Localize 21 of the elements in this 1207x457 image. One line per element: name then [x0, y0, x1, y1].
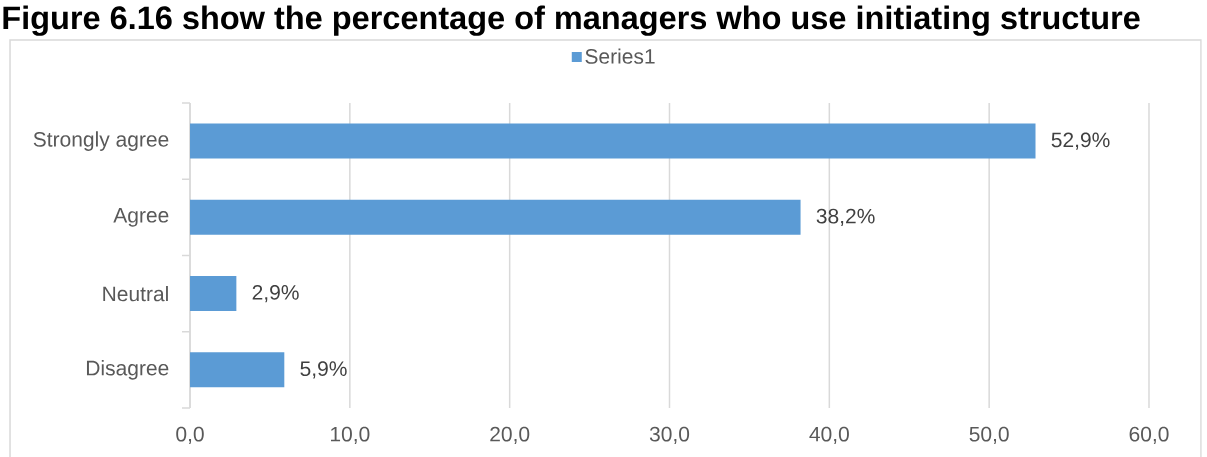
bar [190, 276, 237, 312]
x-tick-label: 50,0 [969, 426, 1009, 445]
x-tick-label: 30,0 [649, 426, 690, 445]
y-tick-label: Neutral [103, 285, 168, 302]
x-tick-label: 20,0 [490, 426, 530, 445]
bar [190, 199, 801, 235]
y-tick-label: Agree [113, 207, 169, 227]
data-label: 38,2% [816, 208, 875, 227]
x-tick-label: 0,0 [176, 426, 204, 445]
bar [190, 352, 285, 388]
data-label: 2,9% [252, 284, 299, 303]
data-label: 5,9% [300, 361, 347, 379]
legend-label: Series1 [585, 48, 655, 64]
y-tick-label: Strongly agree [33, 131, 169, 151]
x-tick-label: 40,0 [809, 426, 849, 445]
bar [190, 123, 1036, 159]
x-tick-label: 10,0 [331, 426, 370, 445]
data-label: 52,9% [1051, 132, 1110, 150]
y-tick-label: Disagree [86, 360, 169, 380]
chart-title: Figure 6.16 show the percentage of managers who use initiating structure [3, 5, 1140, 36]
x-tick-label: 60,0 [1129, 426, 1169, 445]
